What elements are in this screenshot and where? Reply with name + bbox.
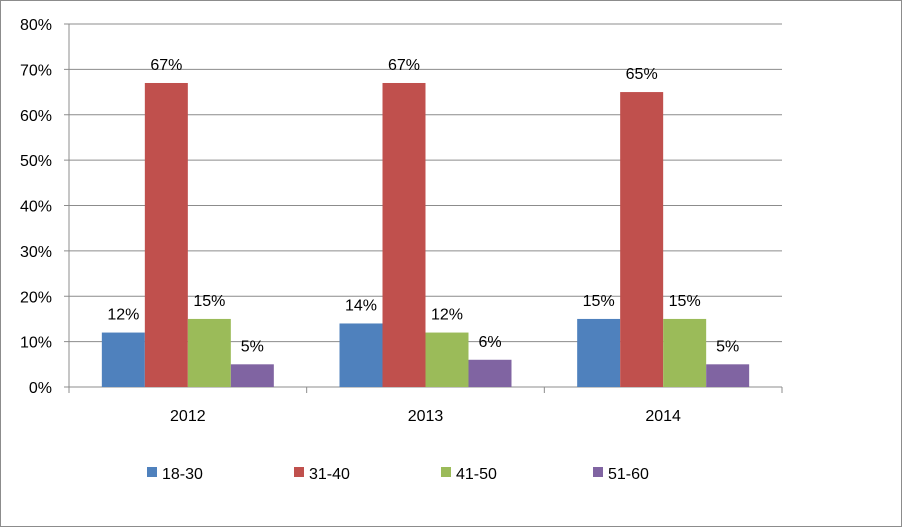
legend-swatch: [441, 467, 451, 477]
data-label: 67%: [150, 57, 182, 74]
bar-41-50-2012: [187, 318, 231, 387]
bar-18-30-2012: [101, 332, 145, 387]
legend: 18-30 31-40 41-50 51-60: [147, 466, 649, 483]
y-tick-label: 0%: [29, 380, 52, 397]
legend-label: 31-40: [309, 466, 350, 483]
y-tick-label: 10%: [20, 335, 52, 352]
y-tick-label: 60%: [20, 108, 52, 125]
data-label: 67%: [388, 57, 420, 74]
data-label: 15%: [583, 293, 615, 310]
data-label: 6%: [478, 334, 501, 351]
legend-label: 51-60: [608, 466, 649, 483]
y-tick-label: 40%: [20, 199, 52, 216]
bar-31-40-2012: [144, 82, 188, 388]
data-label: 5%: [716, 338, 739, 355]
x-category-label: 2012: [170, 408, 206, 425]
bar-51-60-2013: [468, 359, 512, 387]
legend-swatch: [147, 467, 157, 477]
y-tick-label: 30%: [20, 244, 52, 261]
legend-label: 41-50: [456, 466, 497, 483]
bars: [101, 82, 750, 388]
bar-41-50-2013: [425, 332, 469, 387]
bar-31-40-2014: [620, 92, 664, 387]
bar-31-40-2013: [382, 82, 426, 388]
bar-18-30-2014: [577, 318, 621, 387]
y-tick-label: 20%: [20, 289, 52, 306]
legend-swatch: [294, 467, 304, 477]
x-axis-category-labels: 2012 2013 2014: [170, 408, 681, 425]
data-label: 5%: [241, 338, 264, 355]
y-axis-tick-labels: 0% 10% 20% 30% 40% 50% 60% 70% 80%: [20, 17, 52, 397]
data-label: 65%: [626, 66, 658, 83]
legend-swatch: [593, 467, 603, 477]
legend-label: 18-30: [162, 466, 203, 483]
y-tick-label: 50%: [20, 153, 52, 170]
data-labels: 12% 67% 15% 5% 14% 67% 12% 6% 15% 65% 15% 5%: [107, 57, 739, 355]
bar-51-60-2012: [230, 364, 274, 387]
x-category-label: 2014: [645, 408, 681, 425]
bar-41-50-2014: [663, 318, 707, 387]
data-label: 14%: [345, 297, 377, 314]
data-label: 12%: [107, 307, 139, 324]
x-category-label: 2013: [408, 408, 444, 425]
bar-18-30-2013: [339, 323, 383, 387]
bar-51-60-2014: [706, 364, 750, 387]
data-label: 15%: [669, 293, 701, 310]
y-tick-label: 80%: [20, 17, 52, 34]
data-label: 12%: [431, 307, 463, 324]
y-tick-label: 70%: [20, 62, 52, 79]
data-label: 15%: [193, 293, 225, 310]
